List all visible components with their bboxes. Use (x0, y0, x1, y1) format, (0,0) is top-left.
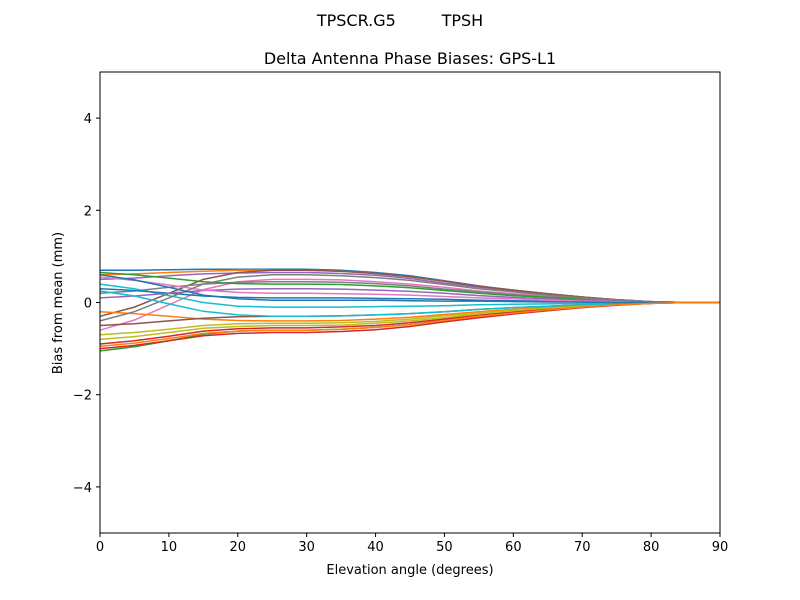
series-line-21 (99, 274, 720, 304)
x-tick-label: 60 (505, 540, 522, 555)
y-tick-label: 0 (84, 297, 92, 312)
series-line-20 (99, 290, 720, 318)
x-tick-label: 50 (436, 540, 453, 555)
series-line-17 (99, 276, 720, 304)
y-tick-label: 2 (84, 204, 92, 219)
x-tick-label: 80 (643, 540, 660, 555)
x-axis: 0 10 20 30 40 50 60 70 80 90 (96, 533, 728, 555)
y-tick-label: −2 (73, 389, 92, 404)
y-axis-label: Bias from mean (mm) (51, 232, 66, 374)
x-tick-label: 0 (96, 540, 104, 555)
series-lines (99, 268, 720, 352)
x-tick-label: 30 (298, 540, 315, 555)
series-line-9 (99, 301, 720, 341)
x-tick-label: 40 (367, 540, 384, 555)
y-tick-label: 4 (84, 112, 92, 127)
x-tick-label: 20 (230, 540, 247, 555)
series-line-18 (99, 274, 720, 322)
y-axis: −4 −2 0 2 4 (73, 112, 100, 496)
x-tick-label: 90 (712, 540, 729, 555)
x-tick-label: 70 (574, 540, 591, 555)
series-line-22 (99, 301, 720, 348)
y-tick-label: −4 (73, 481, 92, 496)
suptitle: TPSCR.G5 TPSH (316, 11, 483, 30)
x-axis-label: Elevation angle (degrees) (326, 563, 493, 578)
chart-title: Delta Antenna Phase Biases: GPS-L1 (264, 49, 556, 68)
x-tick-label: 10 (161, 540, 178, 555)
